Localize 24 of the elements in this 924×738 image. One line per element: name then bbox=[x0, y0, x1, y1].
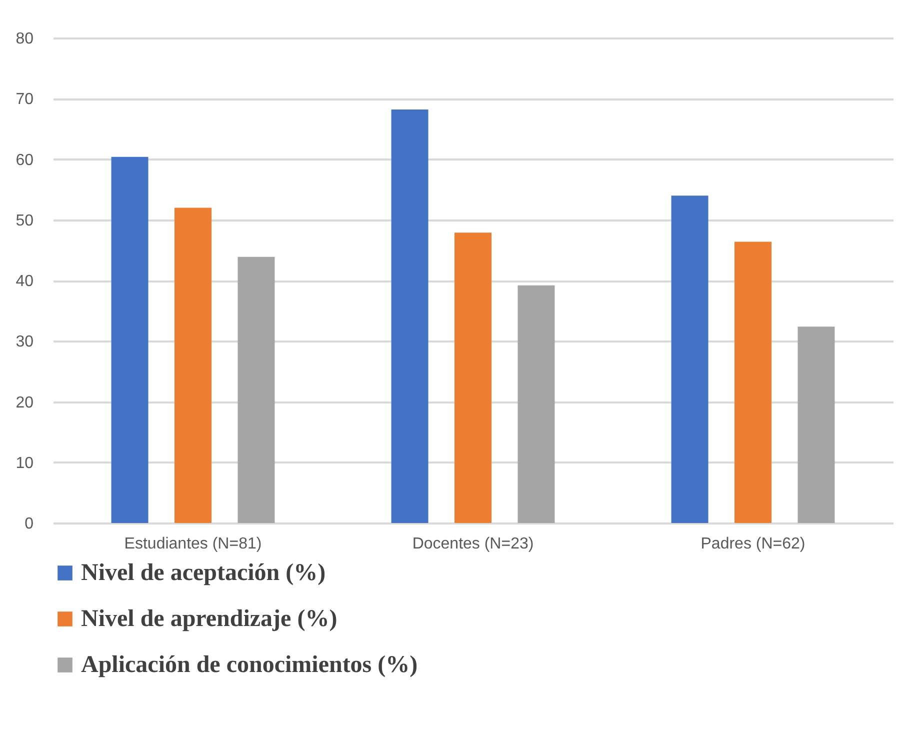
bar bbox=[734, 242, 772, 523]
y-tick-label: 80 bbox=[16, 30, 34, 48]
bar bbox=[454, 232, 492, 523]
legend-label: Nivel de aceptación (%) bbox=[81, 560, 326, 586]
y-tick-label: 20 bbox=[16, 394, 34, 412]
y-tick-label: 70 bbox=[16, 91, 34, 108]
bar bbox=[174, 208, 212, 523]
y-tick-label: 50 bbox=[16, 212, 34, 230]
bar bbox=[671, 196, 708, 523]
x-tick-label: Estudiantes (N=81) bbox=[124, 536, 262, 552]
legend-label: Nivel de aprendizaje (%) bbox=[81, 606, 338, 632]
x-tick-label: Padres (N=62) bbox=[700, 536, 806, 552]
y-tick-label: 10 bbox=[16, 454, 34, 472]
y-tick-label: 60 bbox=[16, 152, 34, 169]
x-tick-label: Docentes (N=23) bbox=[412, 536, 534, 552]
bar bbox=[518, 285, 555, 523]
bar bbox=[798, 326, 835, 523]
y-tick-label: 40 bbox=[16, 273, 34, 290]
legend-label: Aplicación de conocimientos (%) bbox=[81, 652, 418, 678]
bar bbox=[391, 110, 428, 523]
y-tick-label: 30 bbox=[16, 334, 34, 351]
y-tick-label: 0 bbox=[24, 516, 34, 532]
bar bbox=[238, 256, 275, 523]
bar bbox=[111, 156, 148, 523]
